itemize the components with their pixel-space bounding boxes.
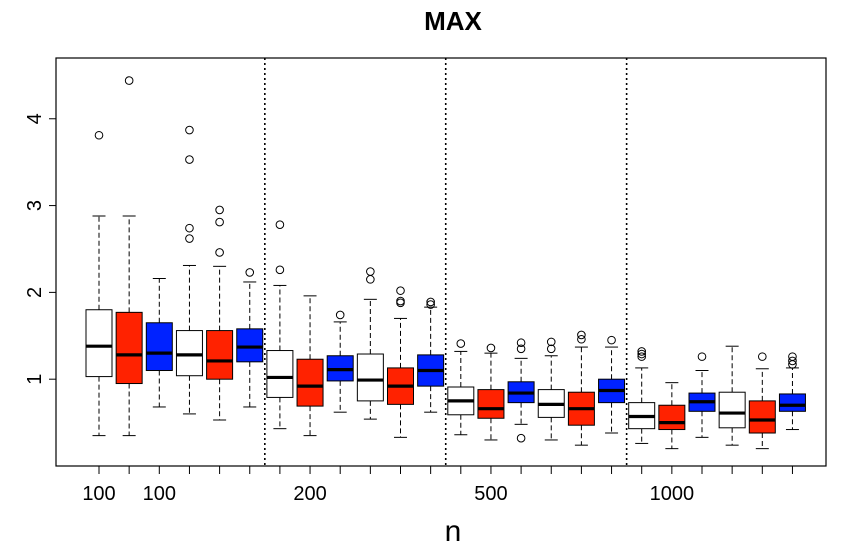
outlier-point (426, 297, 435, 307)
box-iqr (145, 322, 173, 372)
box-iqr (748, 400, 776, 434)
outlier-point (486, 343, 496, 353)
box-20 (658, 382, 686, 450)
box-23 (748, 352, 776, 450)
outlier-point (396, 286, 405, 295)
outlier-point (546, 344, 556, 354)
outlier-point (185, 223, 194, 233)
box-iqr (236, 328, 264, 363)
y-tick-label: 2 (24, 287, 46, 298)
box-9 (326, 310, 354, 413)
box-10 (356, 267, 384, 420)
box-21 (688, 352, 716, 438)
y-axis: 1 2 3 4 (24, 113, 56, 385)
outlier-point (94, 130, 104, 140)
outlier-point (637, 349, 647, 359)
outlier-point (185, 234, 194, 243)
outlier-point (366, 267, 375, 276)
box-16 (537, 337, 565, 441)
x-tick-label: 200 (293, 483, 326, 505)
outlier-point (396, 296, 405, 306)
x-tick-label: 500 (474, 483, 507, 505)
plot-frame (55, 57, 827, 467)
outlier-point (275, 265, 285, 275)
box-iqr (175, 330, 203, 377)
outlier-point (396, 298, 405, 308)
outlier-point (607, 335, 616, 345)
box-8 (296, 295, 324, 437)
outlier-point (637, 352, 647, 361)
y-tick-label: 1 (24, 374, 46, 385)
outlier-point (788, 356, 797, 366)
box-6 (236, 268, 264, 408)
outlier-point (215, 205, 224, 215)
x-tick-label: 100 (143, 483, 176, 505)
box-iqr (658, 404, 686, 431)
box-iqr (266, 350, 294, 398)
box-15 (507, 338, 535, 443)
outlier-point (456, 339, 466, 348)
box-14 (477, 343, 505, 441)
box-iqr (115, 311, 143, 385)
box-11 (387, 286, 414, 438)
chart-title: MAX (424, 6, 482, 36)
box-iqr (778, 393, 806, 412)
outlier-point (577, 330, 586, 340)
outlier-point (185, 125, 194, 135)
box-3 (145, 277, 173, 408)
outlier-point (275, 220, 285, 229)
outlier-point (335, 310, 345, 320)
outlier-point (215, 217, 224, 227)
box-22 (718, 345, 746, 446)
box-5 (206, 205, 234, 421)
box-17 (567, 330, 595, 446)
y-tick-label: 3 (24, 200, 46, 211)
outlier-point (516, 433, 526, 443)
box-iqr (356, 353, 384, 402)
outlier-point (637, 347, 647, 356)
boxes-layer (85, 76, 806, 450)
box-7 (266, 220, 294, 430)
outlier-point (516, 344, 526, 354)
outlier-point (124, 76, 134, 85)
box-18 (598, 335, 626, 434)
box-12 (417, 297, 445, 413)
outlier-point (185, 155, 194, 164)
box-13 (447, 339, 475, 436)
box-4 (175, 125, 203, 415)
box-iqr (477, 389, 505, 419)
box-24 (778, 352, 806, 431)
outlier-point (426, 300, 435, 309)
box-iqr (85, 309, 113, 378)
box-1 (85, 130, 113, 437)
x-axis: 100 100 200 500 1000 (82, 466, 793, 505)
group-separators (264, 58, 628, 466)
box-2 (115, 76, 143, 437)
box-iqr (206, 330, 234, 380)
x-tick-label: 1000 (650, 483, 695, 505)
box-19 (628, 347, 656, 444)
x-axis-label: n (445, 515, 462, 548)
outlier-point (366, 275, 375, 284)
outlier-point (697, 352, 707, 361)
outlier-point (215, 248, 224, 257)
outlier-point (245, 268, 255, 277)
outlier-point (516, 338, 526, 348)
box-iqr (718, 391, 746, 429)
x-tick-label: 100 (82, 483, 115, 505)
outlier-point (788, 352, 797, 361)
y-tick-label: 4 (24, 113, 46, 124)
outlier-point (546, 337, 556, 347)
outlier-point (758, 352, 767, 361)
outlier-point (577, 334, 586, 344)
box-iqr (296, 358, 324, 407)
